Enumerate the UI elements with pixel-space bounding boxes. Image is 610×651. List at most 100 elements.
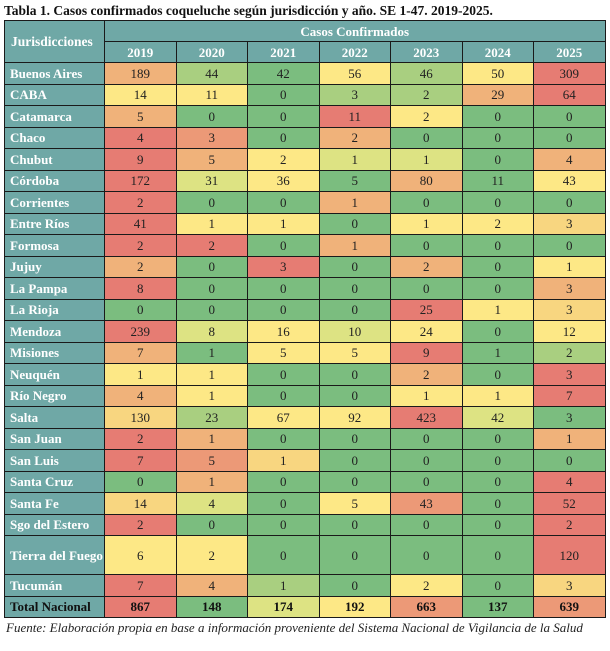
case-count-cell: 5: [318, 341, 391, 364]
case-count-cell: 2: [104, 255, 177, 278]
table-row: Buenos Aires 189 44 42 56 46 50 309: [4, 62, 606, 85]
case-count-cell: 7: [104, 449, 177, 472]
case-count-cell: 0: [318, 449, 391, 472]
case-count-cell: 1: [247, 449, 320, 472]
case-count-cell: 0: [390, 126, 463, 149]
jurisdiction-name: Jujuy: [4, 255, 105, 278]
case-count-cell: 2: [175, 234, 248, 257]
table-row: La Pampa 8 0 0 0 0 0 3: [4, 277, 606, 300]
case-count-cell: 42: [461, 406, 534, 429]
header-jurisdicciones: Jurisdicciones: [4, 20, 105, 63]
case-count-cell: 2: [247, 148, 320, 171]
case-count-cell: 44: [175, 62, 248, 85]
case-count-cell: 1: [461, 341, 534, 364]
case-count-cell: 0: [390, 470, 463, 493]
case-count-cell: 25: [390, 298, 463, 321]
case-count-cell: 0: [247, 126, 320, 149]
table-row: La Rioja 0 0 0 0 25 1 3: [4, 298, 606, 321]
case-count-cell: 0: [175, 298, 248, 321]
case-count-cell: 8: [104, 277, 177, 300]
case-count-cell: 10: [318, 320, 391, 343]
case-count-cell: 2: [533, 341, 606, 364]
case-count-cell: 0: [318, 513, 391, 536]
case-count-cell: 2: [390, 255, 463, 278]
case-count-cell: 3: [247, 255, 320, 278]
case-count-cell: 0: [533, 449, 606, 472]
header-year: 2020: [175, 41, 248, 63]
case-count-cell: 9: [390, 341, 463, 364]
case-count-cell: 0: [318, 574, 391, 597]
case-count-cell: 7: [533, 384, 606, 407]
jurisdiction-name: Tucumán: [4, 574, 105, 597]
case-count-cell: 0: [461, 320, 534, 343]
jurisdiction-name: Santa Fe: [4, 492, 105, 515]
case-count-cell: 4: [533, 148, 606, 171]
table-row: Catamarca 5 0 0 11 2 0 0: [4, 105, 606, 128]
case-count-cell: 0: [175, 513, 248, 536]
case-count-cell: 130: [104, 406, 177, 429]
case-count-cell: 1: [175, 341, 248, 364]
case-count-cell: 5: [104, 105, 177, 128]
case-count-cell: 46: [390, 62, 463, 85]
case-count-cell: 0: [461, 148, 534, 171]
case-count-cell: 0: [318, 535, 391, 575]
jurisdiction-name: Formosa: [4, 234, 105, 257]
case-count-cell: 0: [318, 384, 391, 407]
table-title: Tabla 1. Casos confirmados coqueluche se…: [4, 3, 493, 18]
case-count-cell: 867: [104, 595, 177, 618]
case-count-cell: 3: [318, 83, 391, 106]
header-year: 2019: [104, 41, 177, 63]
case-count-cell: 0: [533, 126, 606, 149]
case-count-cell: 2: [390, 574, 463, 597]
case-count-cell: 5: [318, 169, 391, 192]
jurisdiction-name: Chaco: [4, 126, 105, 149]
jurisdiction-name: Sgo del Estero: [4, 513, 105, 536]
case-count-cell: 1: [247, 574, 320, 597]
table-row: Chaco 4 3 0 2 0 0 0: [4, 126, 606, 149]
table-row: Santa Fe 14 4 0 5 43 0 52: [4, 492, 606, 515]
case-count-cell: 0: [175, 191, 248, 214]
case-count-cell: 4: [104, 384, 177, 407]
table-row: Río Negro 4 1 0 0 1 1 7: [4, 384, 606, 407]
case-count-cell: 0: [247, 191, 320, 214]
case-count-cell: 2: [533, 513, 606, 536]
case-count-cell: 0: [247, 535, 320, 575]
case-count-cell: 0: [318, 212, 391, 235]
jurisdiction-name: Misiones: [4, 341, 105, 364]
table-row: Formosa 2 2 0 1 0 0 0: [4, 234, 606, 257]
header-year: 2021: [247, 41, 320, 63]
case-count-cell: 50: [461, 62, 534, 85]
case-count-cell: 3: [533, 212, 606, 235]
case-count-cell: 0: [390, 234, 463, 257]
case-count-cell: 14: [104, 492, 177, 515]
case-count-cell: 0: [533, 105, 606, 128]
header-year: 2025: [533, 41, 606, 63]
case-count-cell: 5: [318, 492, 391, 515]
case-count-cell: 423: [390, 406, 463, 429]
case-count-cell: 36: [247, 169, 320, 192]
table-row: Mendoza 239 8 16 10 24 0 12: [4, 320, 606, 343]
case-count-cell: 0: [175, 277, 248, 300]
case-count-cell: 0: [318, 470, 391, 493]
case-count-cell: 120: [533, 535, 606, 575]
table-row: Salta 130 23 67 92 423 42 3: [4, 406, 606, 429]
case-count-cell: 1: [533, 255, 606, 278]
jurisdiction-name: San Juan: [4, 427, 105, 450]
case-count-cell: 0: [247, 277, 320, 300]
case-count-cell: 0: [461, 255, 534, 278]
case-count-cell: 1: [175, 363, 248, 386]
table-row: Córdoba 172 31 36 5 80 11 43: [4, 169, 606, 192]
case-count-cell: 3: [533, 363, 606, 386]
case-count-cell: 0: [247, 105, 320, 128]
case-count-cell: 0: [318, 298, 391, 321]
table-row: Santa Cruz 0 1 0 0 0 0 4: [4, 470, 606, 493]
case-count-cell: 3: [175, 126, 248, 149]
case-count-cell: 0: [104, 470, 177, 493]
case-count-cell: 0: [390, 449, 463, 472]
total-row: Total Nacional 867 148 174 192 663 137 639: [4, 595, 606, 618]
case-count-cell: 0: [247, 513, 320, 536]
case-count-cell: 5: [175, 449, 248, 472]
header-year: 2022: [318, 41, 391, 63]
case-count-cell: 0: [461, 191, 534, 214]
case-count-cell: 0: [533, 191, 606, 214]
